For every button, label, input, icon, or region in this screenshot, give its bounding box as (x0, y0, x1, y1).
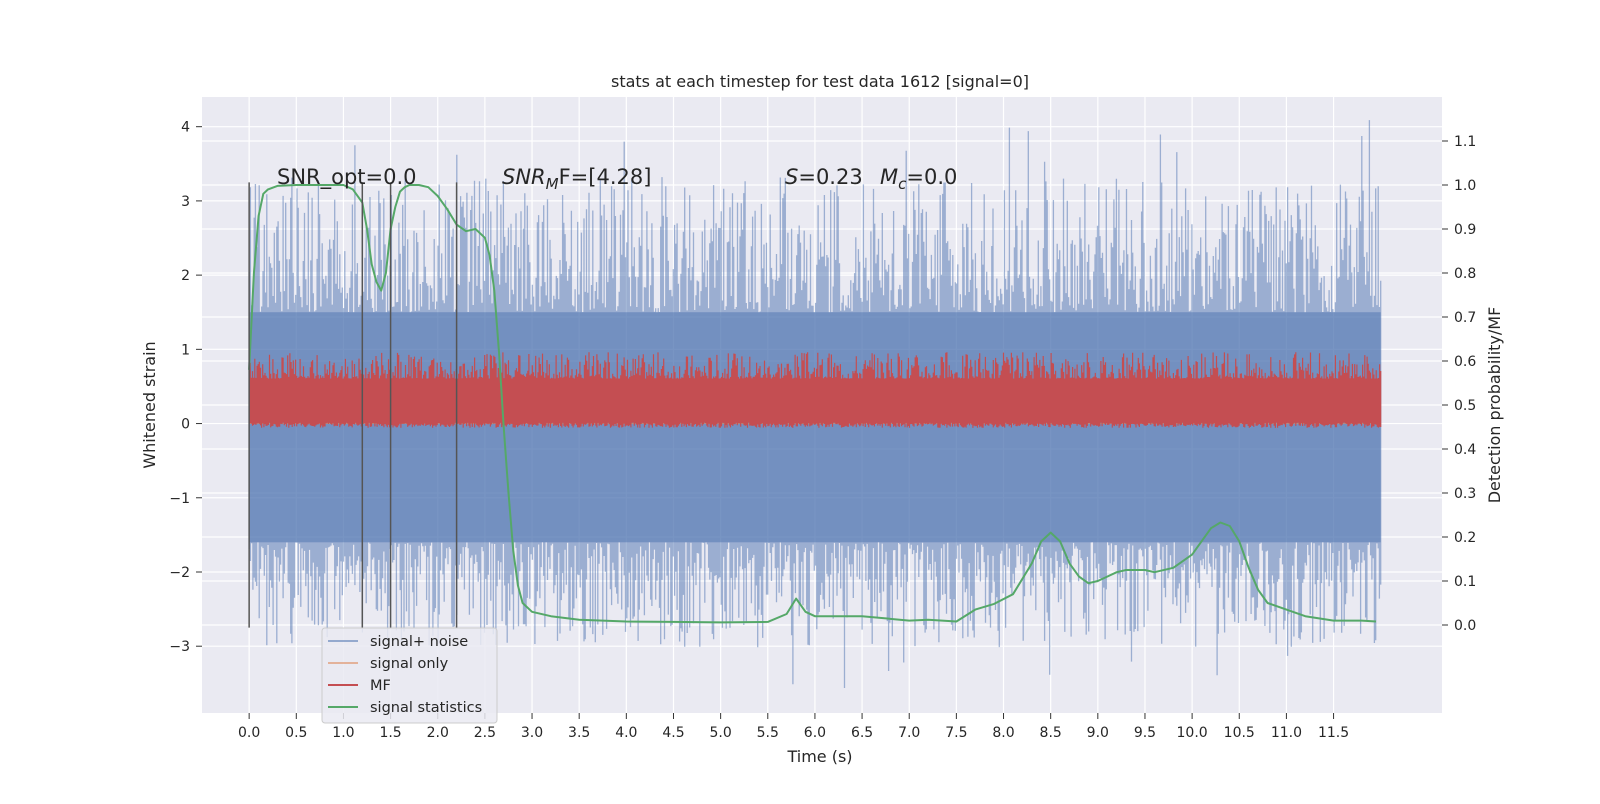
chart-title: stats at each timestep for test data 161… (611, 72, 1029, 91)
x-tick-label: 8.0 (992, 725, 1014, 741)
x-tick-label: 0.5 (285, 725, 307, 741)
y-tick-label-right: 0.1 (1454, 574, 1476, 590)
y-tick-label-right: 1.1 (1454, 134, 1476, 150)
y-tick-label-right: 0.2 (1454, 530, 1476, 546)
y-tick-label-left: −2 (169, 565, 190, 581)
y-axis-label-right: Detection probability/MF (1485, 307, 1504, 504)
annotation-snr-mf-prefix: SNR (502, 165, 546, 189)
annotation-mc-symbol: M (880, 165, 898, 189)
annotation-s: S=0.23 (785, 165, 863, 189)
legend-label-signal-statistics: signal statistics (370, 700, 482, 716)
legend-label-mf: MF (370, 678, 391, 694)
x-tick-label: 11.5 (1318, 725, 1349, 741)
legend-box (321, 627, 498, 724)
y-axis-label-left: Whitened strain (140, 341, 159, 468)
annotation-snr-opt: SNR_opt=0.0 (277, 165, 417, 190)
y-tick-label-right: 0.9 (1454, 222, 1476, 238)
data-layer (248, 120, 1382, 688)
y-tick-label-right: 1.0 (1454, 178, 1476, 194)
x-tick-label: 7.5 (945, 725, 967, 741)
y-tick-label-left: 0 (181, 417, 190, 433)
x-tick-label: 6.0 (804, 725, 826, 741)
y-tick-label-right: 0.6 (1454, 354, 1476, 370)
x-tick-label: 3.5 (568, 725, 590, 741)
x-tick-label: 9.0 (1087, 725, 1109, 741)
y-tick-label-left: 2 (181, 268, 190, 284)
y-tick-label-right: 0.7 (1454, 310, 1476, 326)
annotation-mc-sub: c (898, 175, 907, 193)
y-tick-label-right: 0.3 (1454, 486, 1476, 502)
x-tick-label: 6.5 (851, 725, 873, 741)
annotations: SNR_opt=0.0 SNRMF=[4.28] S=0.23 Mc=0.0 (277, 165, 957, 193)
y-tick-label-left: 3 (181, 194, 190, 210)
axis-ticks: 0.0 0.5 1.0 1.5 2.0 2.5 3.0 3.5 4.0 4.5 5.0 5.5 6.0 6… (169, 120, 1476, 741)
y-tick-label-right: 0.5 (1454, 398, 1476, 414)
y-tick-label-right: 0.4 (1454, 442, 1476, 458)
x-tick-label: 5.5 (757, 725, 779, 741)
x-tick-label: 7.0 (898, 725, 920, 741)
x-tick-label: 11.0 (1271, 725, 1302, 741)
x-tick-label: 2.0 (427, 725, 449, 741)
x-tick-label: 9.5 (1134, 725, 1156, 741)
x-tick-label: 2.5 (474, 725, 496, 741)
x-tick-label: 10.5 (1224, 725, 1255, 741)
legend: signal+ noise signal only MF signal stat… (321, 627, 498, 724)
x-tick-label: 0.0 (238, 725, 260, 741)
y-tick-label-left: −3 (169, 639, 190, 655)
series-signal-statistics (248, 184, 1377, 624)
annotation-snr-mf-suffix: F=[4.28] (559, 165, 652, 189)
annotation-s-symbol: S (785, 165, 798, 189)
x-tick-label: 5.0 (709, 725, 731, 741)
y-tick-label-left: 4 (181, 120, 190, 136)
x-tick-label: 4.0 (615, 725, 637, 741)
y-tick-label-left: −1 (169, 491, 190, 507)
legend-label-signal-noise: signal+ noise (370, 634, 468, 650)
annotation-mc-value: =0.0 (906, 165, 957, 189)
annotation-snr-mf: SNRMF=[4.28] (502, 165, 651, 193)
vertical-markers (248, 182, 458, 628)
x-tick-label: 8.5 (1040, 725, 1062, 741)
legend-label-signal-only: signal only (370, 656, 449, 672)
annotation-snr-mf-sub: M (546, 175, 559, 193)
y-tick-label-right: 0.8 (1454, 266, 1476, 282)
x-tick-label: 4.5 (662, 725, 684, 741)
x-tick-label: 10.0 (1177, 725, 1208, 741)
x-tick-label: 3.0 (521, 725, 543, 741)
annotation-mc: Mc=0.0 (880, 165, 957, 193)
x-tick-label: 1.5 (379, 725, 401, 741)
annotation-s-value: =0.23 (798, 165, 862, 189)
x-tick-label: 1.0 (332, 725, 354, 741)
x-axis-label: Time (s) (786, 747, 852, 766)
y-tick-label-left: 1 (181, 342, 190, 358)
y-tick-label-right: 0.0 (1454, 618, 1476, 634)
